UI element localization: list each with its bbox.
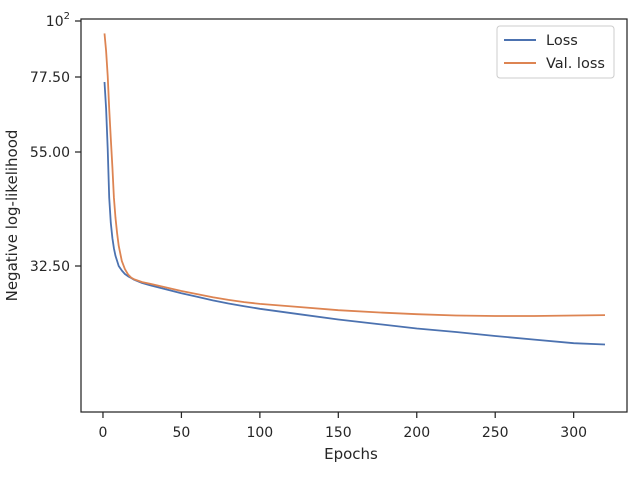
x-tick-label: 200 [403,425,430,441]
plot-area [80,18,628,413]
x-axis-label: Epochs [324,445,378,463]
y-tick-label: 77.50 [30,70,70,86]
x-tick-label: 0 [99,425,108,441]
y-axis-label: Negative log-likelihood [3,130,21,302]
legend-label-val-loss: Val. loss [546,56,605,72]
x-tick-label: 150 [325,425,352,441]
legend: Loss Val. loss [496,25,615,79]
legend-label-loss: Loss [546,33,578,49]
y-tick-label: 55.00 [30,145,70,161]
y-axis: 32.50 55.00 77.50 102 [30,11,81,275]
x-axis: 0 50 100 150 200 250 300 [99,412,587,441]
x-tick-label: 250 [482,425,509,441]
x-tick-label: 300 [560,425,587,441]
x-tick-label: 100 [246,425,273,441]
series-layer [103,33,606,346]
y-tick-label: 32.50 [30,259,70,275]
series-line-0 [103,81,606,346]
y-tick-label: 102 [46,11,70,30]
series-line-1 [103,33,606,317]
x-tick-label: 50 [172,425,190,441]
